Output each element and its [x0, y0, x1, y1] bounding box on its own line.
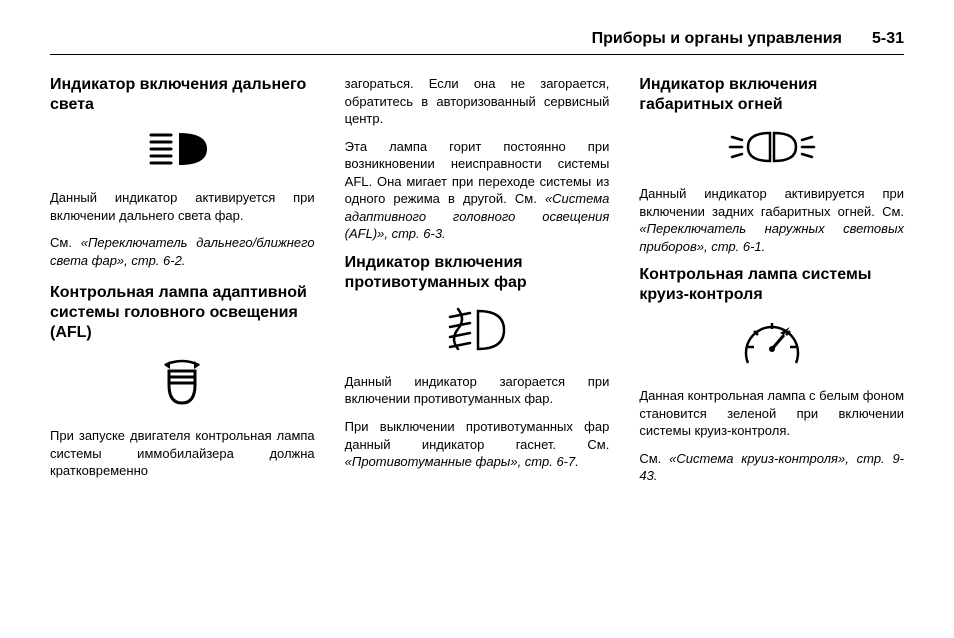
column-2: загораться. Если она не загорается, обра…: [345, 75, 610, 499]
cruise-ref: См. «Система круиз-контроля», стр. 9-43.: [639, 450, 904, 485]
high-beam-icon: [50, 127, 315, 171]
ref-italic: «Система круиз-контроля», стр. 9-43.: [639, 451, 904, 484]
parking-light-icon: [639, 127, 904, 167]
ref-italic: «Переключатель наружных световых приборо…: [639, 221, 904, 254]
cruise-heading: Контрольная лампа системы круиз-контроля: [639, 265, 904, 305]
fog-lamp-icon: [345, 305, 610, 355]
running-header: Приборы и органы управления 5-31: [50, 30, 904, 55]
cruise-control-icon: [639, 317, 904, 369]
cruise-body: Данная контрольная лампа с белым фоном с…: [639, 387, 904, 440]
fog-heading: Индикатор включения противотуманных фар: [345, 253, 610, 293]
manual-page: Приборы и органы управления 5-31 Индикат…: [0, 0, 954, 638]
parking-heading: Индикатор включения габаритных огней: [639, 75, 904, 115]
high-beam-heading: Индикатор включения дальнего света: [50, 75, 315, 115]
fog-ref: При выключении противотуманных фар данны…: [345, 418, 610, 471]
high-beam-body: Данный индикатор активируется при включе…: [50, 189, 315, 224]
column-3: Индикатор включения габаритных огней: [639, 75, 904, 499]
ref-italic: «Противотуманные фары», стр. 6-7.: [345, 454, 579, 469]
afl-icon: [50, 355, 315, 409]
ref-prefix: См.: [50, 235, 81, 250]
column-container: Индикатор включения дальнего света Данны…: [50, 75, 904, 499]
afl-body: При запуске двигателя контрольная лампа …: [50, 427, 315, 480]
column-1: Индикатор включения дальнего света Данны…: [50, 75, 315, 499]
header-section-title: Приборы и органы управления: [592, 30, 842, 48]
header-page-number: 5-31: [872, 30, 904, 48]
ref-italic: «Переключатель дальнего/ближнего света ф…: [50, 235, 315, 268]
afl-heading: Контрольная лампа адаптивной системы гол…: [50, 283, 315, 343]
afl-continuation-1: загораться. Если она не загорается, обра…: [345, 75, 610, 128]
ref-prefix: См.: [639, 451, 669, 466]
text-run: Данный индикатор активируется при включе…: [639, 186, 904, 219]
afl-continuation-2: Эта лампа горит постоянно при возникнове…: [345, 138, 610, 243]
parking-body: Данный индикатор активируется при включе…: [639, 185, 904, 255]
text-run: При выключении противотуманных фар данны…: [345, 419, 610, 452]
high-beam-ref: См. «Переключатель дальнего/ближнего све…: [50, 234, 315, 269]
fog-body: Данный индикатор загорается при включени…: [345, 373, 610, 408]
